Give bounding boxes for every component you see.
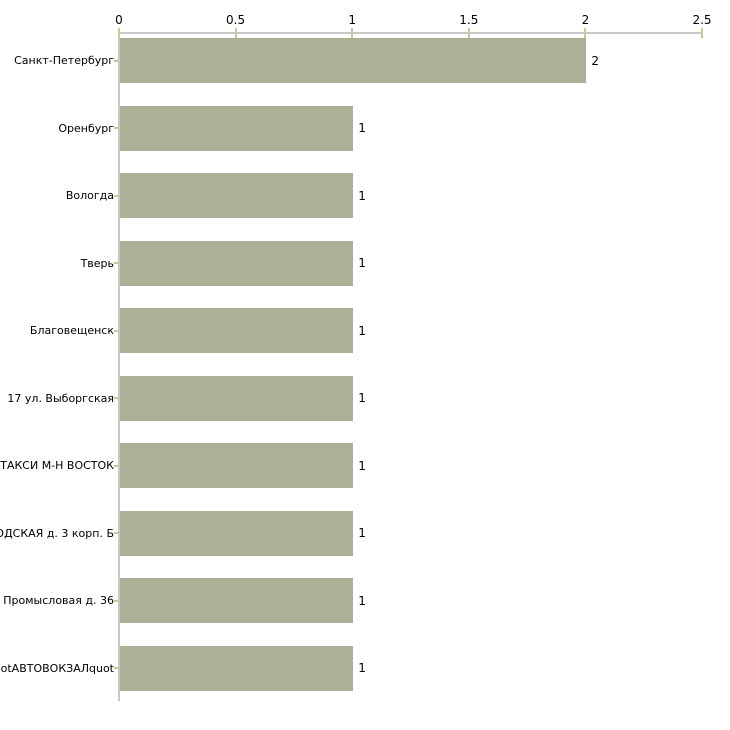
bar (120, 375, 354, 421)
value-label: 1 (358, 188, 366, 203)
value-label: 1 (358, 661, 366, 675)
category-label: uotАВТОВОКЗАЛquot (0, 661, 114, 675)
category-label: Оренбург (58, 121, 114, 135)
value-label: 1 (358, 526, 366, 540)
value-label: 1 (358, 323, 366, 338)
bar (120, 308, 354, 353)
x-tick-label: 2.5 (692, 13, 712, 27)
category-label: Тверь (80, 256, 114, 270)
y-tick-mark (114, 59, 119, 62)
y-tick-mark (114, 127, 119, 129)
bar (120, 510, 354, 556)
category-label: Благовещенск (29, 324, 114, 337)
category-label: 17 ул. Выборгская (7, 391, 114, 405)
x-tick-mark (118, 28, 120, 38)
category-label: Санкт-Петербург (14, 54, 114, 67)
x-tick-mark (351, 28, 354, 38)
y-tick-mark (114, 262, 119, 264)
x-tick-label: 2 (581, 13, 590, 27)
bar (120, 645, 354, 691)
value-label: 1 (358, 458, 366, 473)
y-tick-mark (114, 194, 119, 197)
category-label: ОДСКАЯ д. 3 корп. Б (0, 526, 114, 540)
x-tick-label: 0 (115, 13, 123, 27)
x-tick-mark (467, 28, 470, 38)
category-label: Е ТАКСИ М-Н ВОСТОК (0, 459, 114, 472)
x-axis-line (119, 32, 702, 34)
value-label: 1 (358, 593, 366, 608)
category-label: л Промысловая д. 36 (0, 594, 114, 607)
y-tick-mark (114, 599, 119, 602)
bar (120, 105, 354, 151)
x-tick-mark (584, 28, 587, 38)
y-tick-mark (114, 667, 119, 669)
x-tick-label: 1 (348, 13, 356, 27)
x-tick-label: 1.5 (459, 13, 479, 27)
x-tick-label: 0.5 (226, 13, 246, 27)
bar (120, 173, 354, 218)
bar (120, 443, 354, 488)
value-label: 1 (358, 256, 366, 270)
x-tick-mark (234, 28, 237, 38)
bar (120, 578, 354, 623)
value-label: 1 (358, 121, 366, 135)
value-label: 1 (358, 391, 366, 405)
bar (120, 240, 354, 286)
y-tick-mark (114, 532, 119, 534)
x-tick-mark (701, 28, 703, 38)
bar (120, 38, 587, 83)
y-tick-mark (114, 329, 119, 332)
category-label: Вологда (65, 189, 114, 202)
value-label: 2 (591, 53, 600, 68)
y-tick-mark (114, 397, 119, 399)
y-axis-line (118, 32, 120, 701)
y-tick-mark (114, 464, 119, 467)
